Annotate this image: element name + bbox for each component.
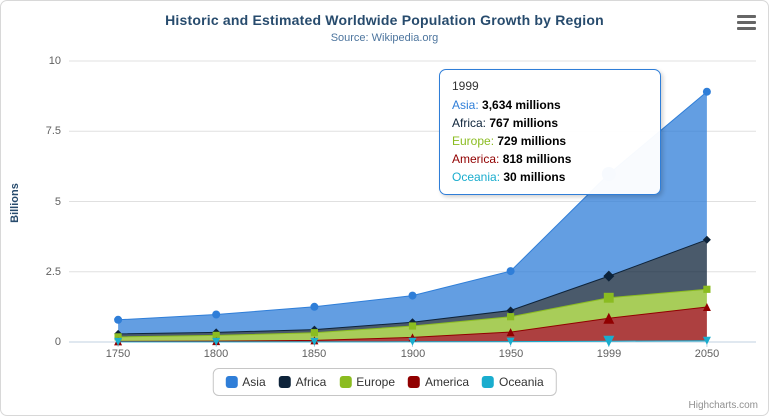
x-axis-label: 1750 bbox=[105, 348, 131, 360]
legend-swatch-icon bbox=[408, 376, 421, 388]
area-america[interactable] bbox=[118, 307, 707, 342]
tooltip-series-value: 818 millions bbox=[502, 152, 572, 166]
tooltip-row: America: 818 millions bbox=[452, 150, 648, 168]
y-axis-label: 5 bbox=[54, 196, 61, 208]
menu-bar-icon bbox=[737, 15, 756, 18]
legend-item-europe[interactable]: Europe bbox=[339, 375, 395, 389]
legend-label: America bbox=[425, 375, 470, 389]
tooltip-series-value: 3,634 millions bbox=[482, 98, 561, 112]
tooltip-series-name: Asia: bbox=[452, 98, 483, 112]
y-axis-label: 2.5 bbox=[45, 266, 61, 278]
chart-title: Historic and Estimated Worldwide Populat… bbox=[165, 12, 604, 28]
tooltip-series-value: 767 millions bbox=[489, 116, 559, 130]
tooltip-rows: Asia: 3,634 millions Africa: 767 millions… bbox=[452, 96, 648, 186]
menu-bar-icon bbox=[737, 27, 756, 30]
credits-link[interactable]: Highcharts.com bbox=[688, 400, 758, 411]
legend-label: Asia bbox=[242, 375, 266, 389]
tooltip-series-name: America: bbox=[452, 152, 503, 166]
tooltip-header: 1999 bbox=[452, 79, 479, 93]
area-africa[interactable] bbox=[118, 239, 707, 337]
y-axis-label: 7.5 bbox=[45, 125, 61, 137]
y-axis-label: 0 bbox=[54, 336, 61, 348]
legend-label: Europe bbox=[356, 375, 396, 389]
tooltip-row: Europe: 729 millions bbox=[452, 132, 648, 150]
tooltip-row: Oceania: 30 millions bbox=[452, 168, 648, 186]
tooltip-series-name: Europe: bbox=[452, 134, 498, 148]
legend-swatch-icon bbox=[482, 376, 495, 388]
legend-item-asia[interactable]: Asia bbox=[225, 375, 266, 389]
x-axis-label: 1950 bbox=[498, 348, 524, 360]
legend-label: Africa bbox=[295, 375, 327, 389]
x-axis-label: 1800 bbox=[203, 348, 229, 360]
tooltip: 1999 Asia: 3,634 millions Africa: 767 mil… bbox=[439, 69, 661, 195]
legend-swatch-icon bbox=[225, 376, 238, 388]
legend-item-africa[interactable]: Africa bbox=[278, 375, 327, 389]
x-axis-label: 1999 bbox=[596, 348, 622, 360]
legend-swatch-icon bbox=[339, 376, 352, 388]
x-axis-label: 1900 bbox=[400, 348, 426, 360]
tooltip-series-name: Oceania: bbox=[452, 170, 504, 184]
tooltip-row: Asia: 3,634 millions bbox=[452, 96, 648, 114]
chart-subtitle: Source: Wikipedia.org bbox=[330, 32, 439, 44]
tooltip-row: Africa: 767 millions bbox=[452, 114, 648, 132]
tooltip-series-name: Africa: bbox=[452, 116, 490, 130]
export-menu-button[interactable] bbox=[737, 15, 756, 30]
legend-swatch-icon bbox=[278, 376, 291, 388]
x-axis-label: 2050 bbox=[694, 348, 720, 360]
x-axis-label: 1850 bbox=[301, 348, 327, 360]
tooltip-series-value: 729 millions bbox=[497, 134, 567, 148]
y-axis-label: 10 bbox=[48, 55, 61, 67]
menu-bar-icon bbox=[737, 21, 756, 24]
tooltip-series-value: 30 millions bbox=[503, 170, 566, 184]
legend-item-america[interactable]: America bbox=[408, 375, 469, 389]
legend-label: Oceania bbox=[499, 375, 544, 389]
area-asia[interactable] bbox=[118, 91, 707, 334]
legend-item-oceania[interactable]: Oceania bbox=[482, 375, 544, 389]
legend: Asia Africa Europe America Oceania bbox=[212, 368, 557, 396]
